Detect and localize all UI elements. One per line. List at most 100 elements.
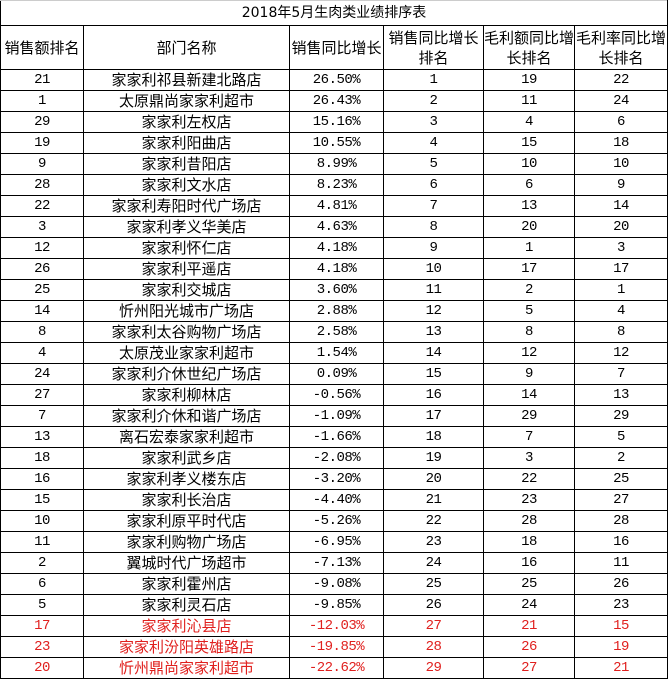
- sales-growth-rank-cell[interactable]: 16: [383, 384, 484, 406]
- sales-growth-cell[interactable]: -9.85%: [289, 594, 384, 616]
- gross-margin-rank-cell[interactable]: 9: [573, 174, 668, 196]
- department-cell[interactable]: 家家利交城店: [83, 279, 290, 301]
- sales-growth-rank-cell[interactable]: 2: [383, 90, 484, 112]
- sales-growth-rank-cell[interactable]: 27: [383, 615, 484, 637]
- sales-growth-rank-cell[interactable]: 4: [383, 132, 484, 154]
- department-cell[interactable]: 家家利左权店: [83, 111, 290, 133]
- gross-margin-rank-cell[interactable]: 12: [573, 342, 668, 364]
- department-cell[interactable]: 家家利柳林店: [83, 384, 290, 406]
- gross-margin-rank-cell[interactable]: 21: [573, 657, 668, 679]
- sales-growth-rank-cell[interactable]: 23: [383, 531, 484, 553]
- department-cell[interactable]: 家家利阳曲店: [83, 132, 290, 154]
- department-cell[interactable]: 家家利灵石店: [83, 594, 290, 616]
- department-cell[interactable]: 家家利霍州店: [83, 573, 290, 595]
- department-cell[interactable]: 家家利孝义华美店: [83, 216, 290, 238]
- gross-margin-rank-cell[interactable]: 6: [573, 111, 668, 133]
- sales-growth-rank-cell[interactable]: 22: [383, 510, 484, 532]
- gross-profit-rank-cell[interactable]: 10: [483, 153, 575, 175]
- gross-margin-rank-cell[interactable]: 10: [573, 153, 668, 175]
- department-cell[interactable]: 离石宏泰家家利超市: [83, 426, 290, 448]
- sales-rank-cell[interactable]: 28: [0, 174, 84, 196]
- gross-margin-rank-cell[interactable]: 3: [573, 237, 668, 259]
- gross-margin-rank-cell[interactable]: 7: [573, 363, 668, 385]
- department-cell[interactable]: 家家利原平时代店: [83, 510, 290, 532]
- gross-margin-rank-cell[interactable]: 5: [573, 426, 668, 448]
- sales-growth-rank-cell[interactable]: 29: [383, 657, 484, 679]
- sales-growth-rank-cell[interactable]: 19: [383, 447, 484, 469]
- sales-growth-cell[interactable]: -3.20%: [289, 468, 384, 490]
- gross-profit-rank-cell[interactable]: 4: [483, 111, 575, 133]
- gross-profit-rank-cell[interactable]: 7: [483, 426, 575, 448]
- gross-profit-rank-cell[interactable]: 14: [483, 384, 575, 406]
- department-cell[interactable]: 太原鼎尚家家利超市: [83, 90, 290, 112]
- gross-profit-rank-cell[interactable]: 29: [483, 405, 575, 427]
- sales-rank-cell[interactable]: 11: [0, 531, 84, 553]
- sales-rank-cell[interactable]: 17: [0, 615, 84, 637]
- sales-rank-cell[interactable]: 18: [0, 447, 84, 469]
- sales-rank-cell[interactable]: 6: [0, 573, 84, 595]
- header-gross-profit-rank[interactable]: 毛利额同比增长排名: [483, 25, 575, 70]
- sales-rank-cell[interactable]: 26: [0, 258, 84, 280]
- department-cell[interactable]: 家家利寿阳时代广场店: [83, 195, 290, 217]
- gross-margin-rank-cell[interactable]: 4: [573, 300, 668, 322]
- gross-profit-rank-cell[interactable]: 24: [483, 594, 575, 616]
- sales-rank-cell[interactable]: 1: [0, 90, 84, 112]
- department-cell[interactable]: 家家利汾阳英雄路店: [83, 636, 290, 658]
- sales-growth-cell[interactable]: -5.26%: [289, 510, 384, 532]
- gross-profit-rank-cell[interactable]: 25: [483, 573, 575, 595]
- sales-growth-rank-cell[interactable]: 10: [383, 258, 484, 280]
- gross-margin-rank-cell[interactable]: 25: [573, 468, 668, 490]
- gross-margin-rank-cell[interactable]: 14: [573, 195, 668, 217]
- gross-margin-rank-cell[interactable]: 16: [573, 531, 668, 553]
- gross-margin-rank-cell[interactable]: 23: [573, 594, 668, 616]
- sales-growth-cell[interactable]: -2.08%: [289, 447, 384, 469]
- sales-rank-cell[interactable]: 27: [0, 384, 84, 406]
- department-cell[interactable]: 家家利文水店: [83, 174, 290, 196]
- sales-growth-rank-cell[interactable]: 3: [383, 111, 484, 133]
- sales-rank-cell[interactable]: 5: [0, 594, 84, 616]
- sales-growth-rank-cell[interactable]: 11: [383, 279, 484, 301]
- sales-growth-cell[interactable]: 4.81%: [289, 195, 384, 217]
- sales-growth-rank-cell[interactable]: 5: [383, 153, 484, 175]
- gross-profit-rank-cell[interactable]: 15: [483, 132, 575, 154]
- gross-margin-rank-cell[interactable]: 24: [573, 90, 668, 112]
- gross-profit-rank-cell[interactable]: 19: [483, 69, 575, 91]
- sales-rank-cell[interactable]: 23: [0, 636, 84, 658]
- gross-profit-rank-cell[interactable]: 12: [483, 342, 575, 364]
- sales-rank-cell[interactable]: 20: [0, 657, 84, 679]
- sales-growth-cell[interactable]: 2.88%: [289, 300, 384, 322]
- gross-profit-rank-cell[interactable]: 6: [483, 174, 575, 196]
- sales-growth-rank-cell[interactable]: 12: [383, 300, 484, 322]
- gross-profit-rank-cell[interactable]: 22: [483, 468, 575, 490]
- gross-margin-rank-cell[interactable]: 29: [573, 405, 668, 427]
- gross-margin-rank-cell[interactable]: 13: [573, 384, 668, 406]
- gross-profit-rank-cell[interactable]: 21: [483, 615, 575, 637]
- gross-profit-rank-cell[interactable]: 26: [483, 636, 575, 658]
- department-cell[interactable]: 忻州鼎尚家家利超市: [83, 657, 290, 679]
- sales-rank-cell[interactable]: 21: [0, 69, 84, 91]
- sales-rank-cell[interactable]: 3: [0, 216, 84, 238]
- sales-growth-rank-cell[interactable]: 13: [383, 321, 484, 343]
- sales-growth-cell[interactable]: -1.66%: [289, 426, 384, 448]
- sales-growth-rank-cell[interactable]: 21: [383, 489, 484, 511]
- gross-profit-rank-cell[interactable]: 13: [483, 195, 575, 217]
- sales-growth-rank-cell[interactable]: 17: [383, 405, 484, 427]
- gross-profit-rank-cell[interactable]: 1: [483, 237, 575, 259]
- sales-growth-rank-cell[interactable]: 24: [383, 552, 484, 574]
- sales-growth-rank-cell[interactable]: 6: [383, 174, 484, 196]
- sales-growth-cell[interactable]: -7.13%: [289, 552, 384, 574]
- gross-profit-rank-cell[interactable]: 16: [483, 552, 575, 574]
- header-department[interactable]: 部门名称: [83, 25, 290, 70]
- gross-profit-rank-cell[interactable]: 23: [483, 489, 575, 511]
- department-cell[interactable]: 家家利介休和谐广场店: [83, 405, 290, 427]
- sales-rank-cell[interactable]: 25: [0, 279, 84, 301]
- department-cell[interactable]: 家家利购物广场店: [83, 531, 290, 553]
- gross-profit-rank-cell[interactable]: 3: [483, 447, 575, 469]
- sales-growth-cell[interactable]: -6.95%: [289, 531, 384, 553]
- sales-rank-cell[interactable]: 10: [0, 510, 84, 532]
- gross-margin-rank-cell[interactable]: 8: [573, 321, 668, 343]
- sales-rank-cell[interactable]: 15: [0, 489, 84, 511]
- gross-profit-rank-cell[interactable]: 11: [483, 90, 575, 112]
- sales-growth-cell[interactable]: 4.18%: [289, 258, 384, 280]
- department-cell[interactable]: 家家利祁县新建北路店: [83, 69, 290, 91]
